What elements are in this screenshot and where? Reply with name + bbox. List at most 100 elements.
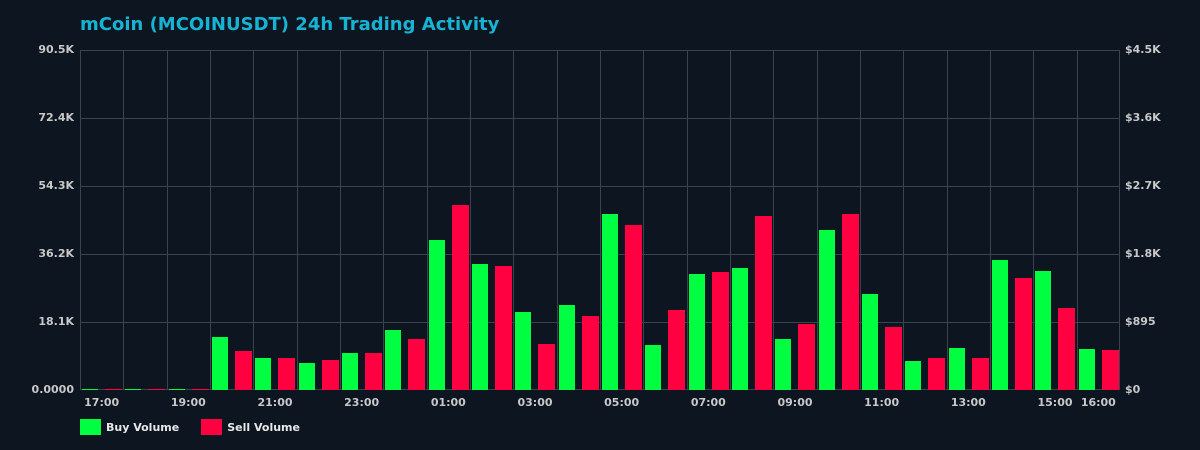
sell-volume-bar[interactable] xyxy=(755,216,772,390)
buy-volume-bar[interactable] xyxy=(558,305,575,390)
buy-volume-bar[interactable] xyxy=(775,338,792,390)
sell-volume-bar[interactable] xyxy=(1015,278,1032,390)
sell-volume-bar[interactable] xyxy=(191,389,209,390)
y-left-tick-label: 36.2K xyxy=(38,247,74,260)
y-left-tick-label: 90.5K xyxy=(38,43,74,56)
buy-volume-bar[interactable] xyxy=(1035,270,1052,390)
v-gridline xyxy=(1119,50,1120,390)
x-tick-label: 05:00 xyxy=(604,396,640,409)
buy-volume-bar[interactable] xyxy=(168,389,185,390)
buy-volume-bar[interactable] xyxy=(818,229,835,390)
sell-volume-bar[interactable] xyxy=(971,358,989,390)
buy-volume-bar[interactable] xyxy=(732,267,748,390)
buy-volume-bar[interactable] xyxy=(862,293,878,390)
x-tick-label: 19:00 xyxy=(170,396,206,409)
x-tick-label: 11:00 xyxy=(864,396,900,409)
sell-volume-bar[interactable] xyxy=(408,338,426,390)
v-gridline xyxy=(383,50,385,390)
legend-item-sell[interactable]: Sell Volume xyxy=(201,419,300,435)
legend-item-buy[interactable]: Buy Volume xyxy=(80,419,179,435)
x-tick-label: 17:00 xyxy=(84,396,120,409)
v-gridline xyxy=(296,50,298,390)
legend-label-sell: Sell Volume xyxy=(227,420,300,434)
buy-volume-bar[interactable] xyxy=(948,347,965,390)
x-tick-label: 03:00 xyxy=(517,396,553,409)
plot-area xyxy=(80,50,1120,390)
v-gridline xyxy=(903,50,905,390)
sell-volume-bar[interactable] xyxy=(538,344,556,390)
sell-volume-bar[interactable] xyxy=(495,266,512,390)
buy-volume-bar[interactable] xyxy=(688,273,705,390)
x-tick-label: 23:00 xyxy=(344,396,380,409)
y-right-tick-label: $0 xyxy=(1125,383,1141,396)
buy-volume-bar[interactable] xyxy=(515,311,532,390)
v-gridline xyxy=(556,50,558,390)
v-gridline xyxy=(166,50,168,390)
v-gridline xyxy=(426,50,428,390)
buy-volume-bar[interactable] xyxy=(298,362,315,390)
sell-volume-bar[interactable] xyxy=(1058,308,1076,390)
sell-volume-bar[interactable] xyxy=(365,353,382,390)
sell-volume-bar[interactable] xyxy=(451,205,469,390)
v-gridline xyxy=(513,50,515,390)
v-gridline xyxy=(1076,50,1078,390)
buy-volume-bar[interactable] xyxy=(472,264,488,390)
buy-volume-bar[interactable] xyxy=(255,358,272,390)
buy-swatch xyxy=(80,419,101,435)
sell-volume-bar[interactable] xyxy=(278,358,296,390)
y-left-tick-label: 18.1K xyxy=(38,315,74,328)
sell-volume-bar[interactable] xyxy=(841,213,859,390)
v-gridline xyxy=(816,50,818,390)
sell-volume-bar[interactable] xyxy=(321,359,339,390)
v-gridline xyxy=(686,50,688,390)
sell-volume-bar[interactable] xyxy=(625,225,642,390)
sell-volume-bar[interactable] xyxy=(1101,350,1119,390)
v-gridline xyxy=(253,50,255,390)
y-left-tick-label: 54.3K xyxy=(38,179,74,192)
buy-volume-bar[interactable] xyxy=(212,337,228,390)
buy-volume-bar[interactable] xyxy=(342,353,358,390)
buy-volume-bar[interactable] xyxy=(905,361,922,390)
sell-volume-bar[interactable] xyxy=(581,316,599,390)
sell-volume-bar[interactable] xyxy=(928,358,946,390)
x-tick-label: 07:00 xyxy=(690,396,726,409)
buy-volume-bar[interactable] xyxy=(385,329,402,390)
buy-volume-bar[interactable] xyxy=(602,213,618,390)
v-gridline xyxy=(773,50,775,390)
sell-volume-bar[interactable] xyxy=(148,389,166,390)
v-gridline xyxy=(643,50,645,390)
x-tick-label: 09:00 xyxy=(777,396,813,409)
v-gridline xyxy=(860,50,861,390)
v-gridline xyxy=(600,50,601,390)
sell-volume-bar[interactable] xyxy=(798,323,816,390)
sell-volume-bar[interactable] xyxy=(105,389,122,390)
x-tick-label: 13:00 xyxy=(950,396,986,409)
sell-volume-bar[interactable] xyxy=(885,326,902,390)
legend-label-buy: Buy Volume xyxy=(106,420,180,434)
y-right-tick-label: $3.6K xyxy=(1125,111,1161,124)
buy-volume-bar[interactable] xyxy=(645,344,662,390)
v-gridline xyxy=(340,50,341,390)
v-gridline xyxy=(946,50,948,390)
legend: Buy Volume Sell Volume xyxy=(80,419,322,435)
v-gridline xyxy=(730,50,731,390)
buy-volume-bar[interactable] xyxy=(82,389,98,390)
y-right-tick-label: $1.8K xyxy=(1125,247,1161,260)
sell-volume-bar[interactable] xyxy=(668,309,686,390)
y-left-tick-label: 0.0000 xyxy=(31,383,74,396)
buy-volume-bar[interactable] xyxy=(992,260,1008,390)
sell-swatch xyxy=(201,419,223,435)
v-gridline xyxy=(123,50,125,390)
buy-volume-bar[interactable] xyxy=(1078,349,1095,390)
v-gridline xyxy=(210,50,211,390)
y-left-tick-label: 72.4K xyxy=(38,111,74,124)
v-gridline xyxy=(80,50,81,390)
y-right-tick-label: $2.7K xyxy=(1125,179,1161,192)
v-gridline xyxy=(1033,50,1035,390)
buy-volume-bar[interactable] xyxy=(125,389,142,390)
buy-volume-bar[interactable] xyxy=(428,240,445,390)
sell-volume-bar[interactable] xyxy=(711,272,729,390)
sell-volume-bar[interactable] xyxy=(235,350,252,390)
y-right-tick-label: $895 xyxy=(1125,315,1156,328)
y-right-tick-label: $4.5K xyxy=(1125,43,1161,56)
